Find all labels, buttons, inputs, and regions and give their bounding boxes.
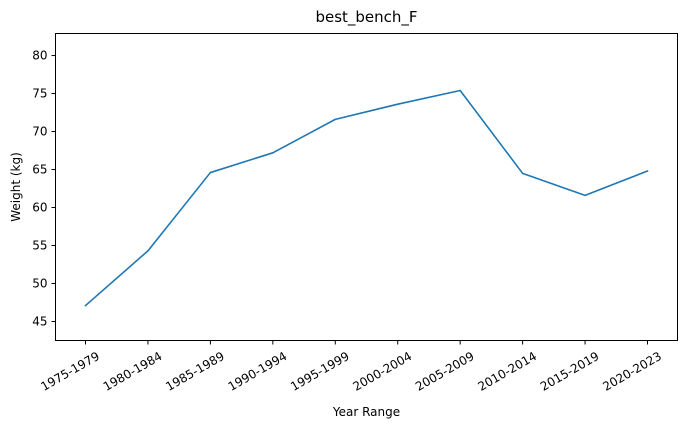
y-tick-label: 60 <box>32 201 47 215</box>
data-point <box>396 103 399 105</box>
data-point <box>147 250 149 252</box>
plot-frame <box>55 33 678 341</box>
y-axis: 45 50 55 60 65 70 75 80 <box>32 49 56 329</box>
data-point <box>459 89 461 92</box>
y-tick-label: 75 <box>32 87 47 101</box>
data-point <box>84 304 87 307</box>
y-tick-label: 65 <box>32 163 47 177</box>
y-tick-label: 45 <box>32 315 47 329</box>
data-point <box>209 171 212 174</box>
y-axis-label: Weight (kg) <box>9 152 23 222</box>
y-tick-label: 70 <box>32 125 47 139</box>
chart-title: best_bench_F <box>315 8 417 27</box>
data-point <box>272 152 274 154</box>
y-tick-label: 55 <box>32 239 47 253</box>
x-axis-label: Year Range <box>332 405 400 419</box>
series-group <box>84 89 649 307</box>
data-point <box>646 170 649 172</box>
data-point <box>584 194 586 197</box>
y-tick-label: 50 <box>32 277 47 291</box>
data-point <box>334 118 337 121</box>
y-tick-label: 80 <box>32 49 47 63</box>
series-line <box>84 89 649 307</box>
data-point <box>521 172 524 175</box>
